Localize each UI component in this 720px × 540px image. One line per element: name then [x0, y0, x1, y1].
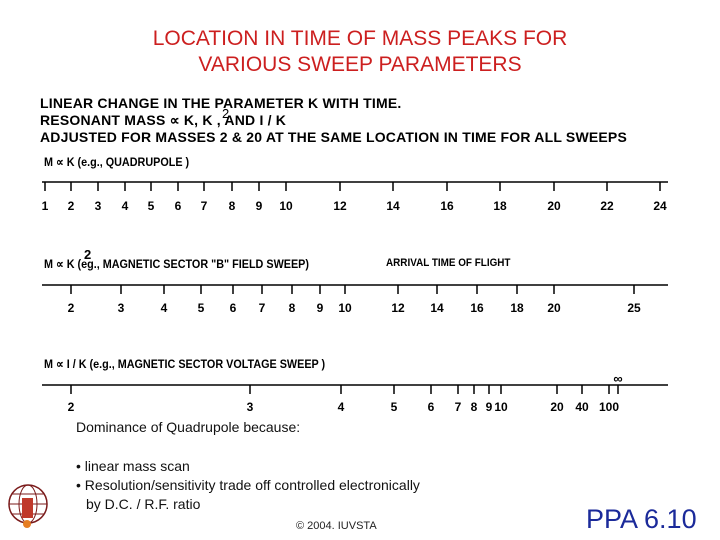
slide-title-line1: LOCATION IN TIME OF MASS PEAKS FOR: [152, 27, 568, 50]
scale-1-tick-label-10: 10: [279, 199, 293, 213]
scale-1-tick-label-6: 6: [175, 199, 182, 213]
slide-id: PPA 6.10: [586, 504, 697, 534]
scale-3-tick-label-20: 20: [550, 400, 564, 414]
scale-3-tick-label-5: 5: [391, 400, 398, 414]
scale-2-tick-label-20: 20: [547, 301, 561, 315]
scale-2-tick-label-5: 5: [198, 301, 205, 315]
scale-3-tick-label-4: 4: [338, 400, 345, 414]
notes-bullet-2: • Resolution/sensitivity trade off contr…: [76, 477, 420, 493]
slide-title-line2: VARIOUS SWEEP PARAMETERS: [198, 53, 522, 76]
scale-2-tick-label-18: 18: [510, 301, 524, 315]
scale-3-infinity-label: ∞: [613, 371, 622, 386]
scale-1-tick-label-3: 3: [95, 199, 102, 213]
scale-2-tick-label-8: 8: [289, 301, 296, 315]
scale-1-tick-label-22: 22: [600, 199, 614, 213]
scale-2-tick-label-3: 3: [118, 301, 125, 315]
scale-3-tick-label-3: 3: [247, 400, 254, 414]
scale-1-tick-label-8: 8: [229, 199, 236, 213]
notes-heading: Dominance of Quadrupole because:: [76, 419, 301, 435]
scale-label-quadrupole: M ∝ K (e.g., QUADRUPOLE ): [44, 155, 190, 169]
scale-2-tick-label-10: 10: [338, 301, 352, 315]
notes-bullet-1: • linear mass scan: [76, 458, 190, 474]
scale-label-voltage-sweep: M ∝ I / K (e.g., MAGNETIC SECTOR VOLTAGE…: [44, 357, 326, 371]
scale-label-superscript: 2: [84, 247, 92, 262]
scale-1-tick-label-14: 14: [386, 199, 400, 213]
scale-2-tick-label-6: 6: [230, 301, 237, 315]
scale-1-tick-label-7: 7: [201, 199, 208, 213]
scale-1-tick-label-1: 1: [42, 199, 49, 213]
scale-1-tick-label-20: 20: [547, 199, 561, 213]
scale-1-tick-label-24: 24: [653, 199, 667, 213]
scale-3-tick-label-8: 8: [471, 400, 478, 414]
scale-1-tick-label-4: 4: [122, 199, 129, 213]
header-line-1: LINEAR CHANGE IN THE PARAMETER K WITH TI…: [40, 95, 402, 111]
scale-2-tick-label-7: 7: [259, 301, 266, 315]
scale-2-tick-label-12: 12: [391, 301, 405, 315]
scale-1-tick-label-9: 9: [256, 199, 263, 213]
scale-3-tick-label-9: 9: [486, 400, 493, 414]
scale-label-magnetic-field: M ∝ K (eg., MAGNETIC SECTOR "B" FIELD SW…: [44, 257, 309, 271]
scale-2-tick-label-9: 9: [317, 301, 324, 315]
header-line-3: ADJUSTED FOR MASSES 2 & 20 AT THE SAME L…: [40, 129, 628, 145]
scale-2-tick-label-14: 14: [430, 301, 444, 315]
scale-2-tick-label-25: 25: [627, 301, 641, 315]
scale-2-tick-label-16: 16: [470, 301, 484, 315]
scale-1-tick-label-18: 18: [493, 199, 507, 213]
header-superscript: 2: [222, 106, 230, 121]
scale-2-tick-label-4: 4: [161, 301, 168, 315]
scale-2-tick-label-2: 2: [68, 301, 75, 315]
copyright-text: © 2004. IUVSTA: [296, 520, 377, 532]
scale-3-tick-label-40: 40: [575, 400, 589, 414]
scale-3-tick-label-10: 10: [494, 400, 508, 414]
scale-1-tick-label-2: 2: [68, 199, 75, 213]
iuvsta-logo-icon: [8, 484, 48, 528]
scale-1-tick-label-12: 12: [333, 199, 347, 213]
notes-bullet-2-continued: by D.C. / R.F. ratio: [86, 496, 201, 512]
scale-3-tick-label-2: 2: [68, 400, 75, 414]
scale-1-tick-label-16: 16: [440, 199, 454, 213]
mass-scales-diagram: 1 2 3 4 5 6 7 8 9 10 12 14 16 18 20 22 24 2 3 4 5 6 7 8 9 10 12 14…: [42, 181, 668, 414]
scale-1-tick-label-5: 5: [148, 199, 155, 213]
scale-3-tick-label-7: 7: [455, 400, 462, 414]
header-line-2: RESONANT MASS ∝ K, K , AND I / K: [40, 112, 287, 128]
scale-label-time-of-flight: ARRIVAL TIME OF FLIGHT: [386, 257, 511, 269]
scale-3-tick-label-100: 100: [599, 400, 619, 414]
scale-3-tick-label-6: 6: [428, 400, 435, 414]
